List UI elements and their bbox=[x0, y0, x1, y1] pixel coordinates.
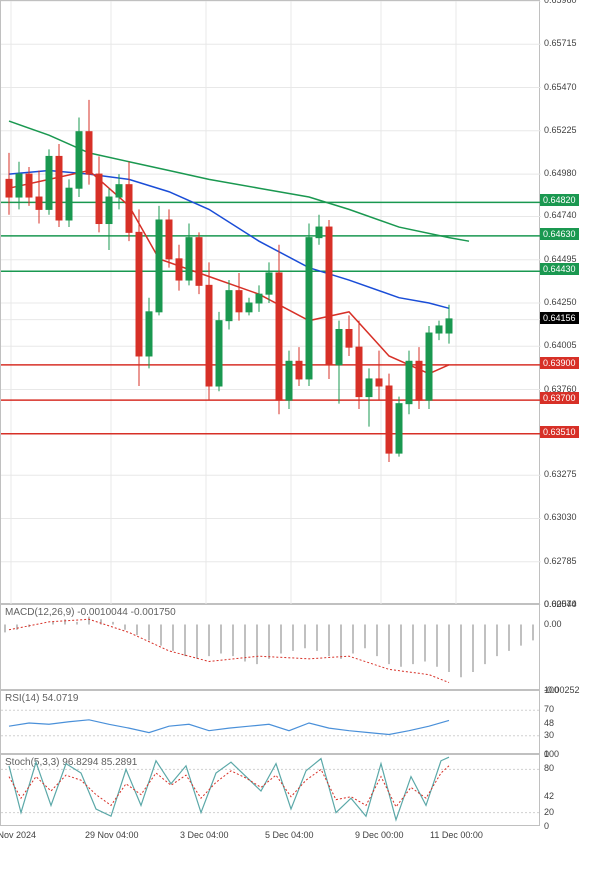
macd-y-axis: 0.000740.00-0.00252 bbox=[540, 604, 600, 690]
price-level-label: 0.64430 bbox=[540, 263, 579, 275]
price-level-label: 0.63510 bbox=[540, 426, 579, 438]
rsi-chart[interactable]: RSI(14) 54.0719 bbox=[0, 690, 540, 754]
x-axis: 27 Nov 202429 Nov 04:003 Dec 04:005 Dec … bbox=[0, 826, 540, 846]
price-level-label: 0.64630 bbox=[540, 228, 579, 240]
main-price-chart[interactable] bbox=[0, 0, 540, 604]
stoch-y-axis: 1008042200 bbox=[540, 754, 600, 826]
rsi-y-axis: 1007048300 bbox=[540, 690, 600, 754]
stoch-chart[interactable]: Stoch(5,3,3) 96.8294 85.2891 bbox=[0, 754, 540, 826]
macd-chart[interactable]: MACD(12,26,9) -0.0010044 -0.001750 bbox=[0, 604, 540, 690]
main-y-axis: 0.659600.657150.654700.652250.649800.647… bbox=[540, 0, 600, 604]
price-level-label: 0.63700 bbox=[540, 392, 579, 404]
current-price-label: 0.64156 bbox=[540, 312, 579, 324]
price-level-label: 0.64820 bbox=[540, 194, 579, 206]
price-level-label: 0.63900 bbox=[540, 357, 579, 369]
